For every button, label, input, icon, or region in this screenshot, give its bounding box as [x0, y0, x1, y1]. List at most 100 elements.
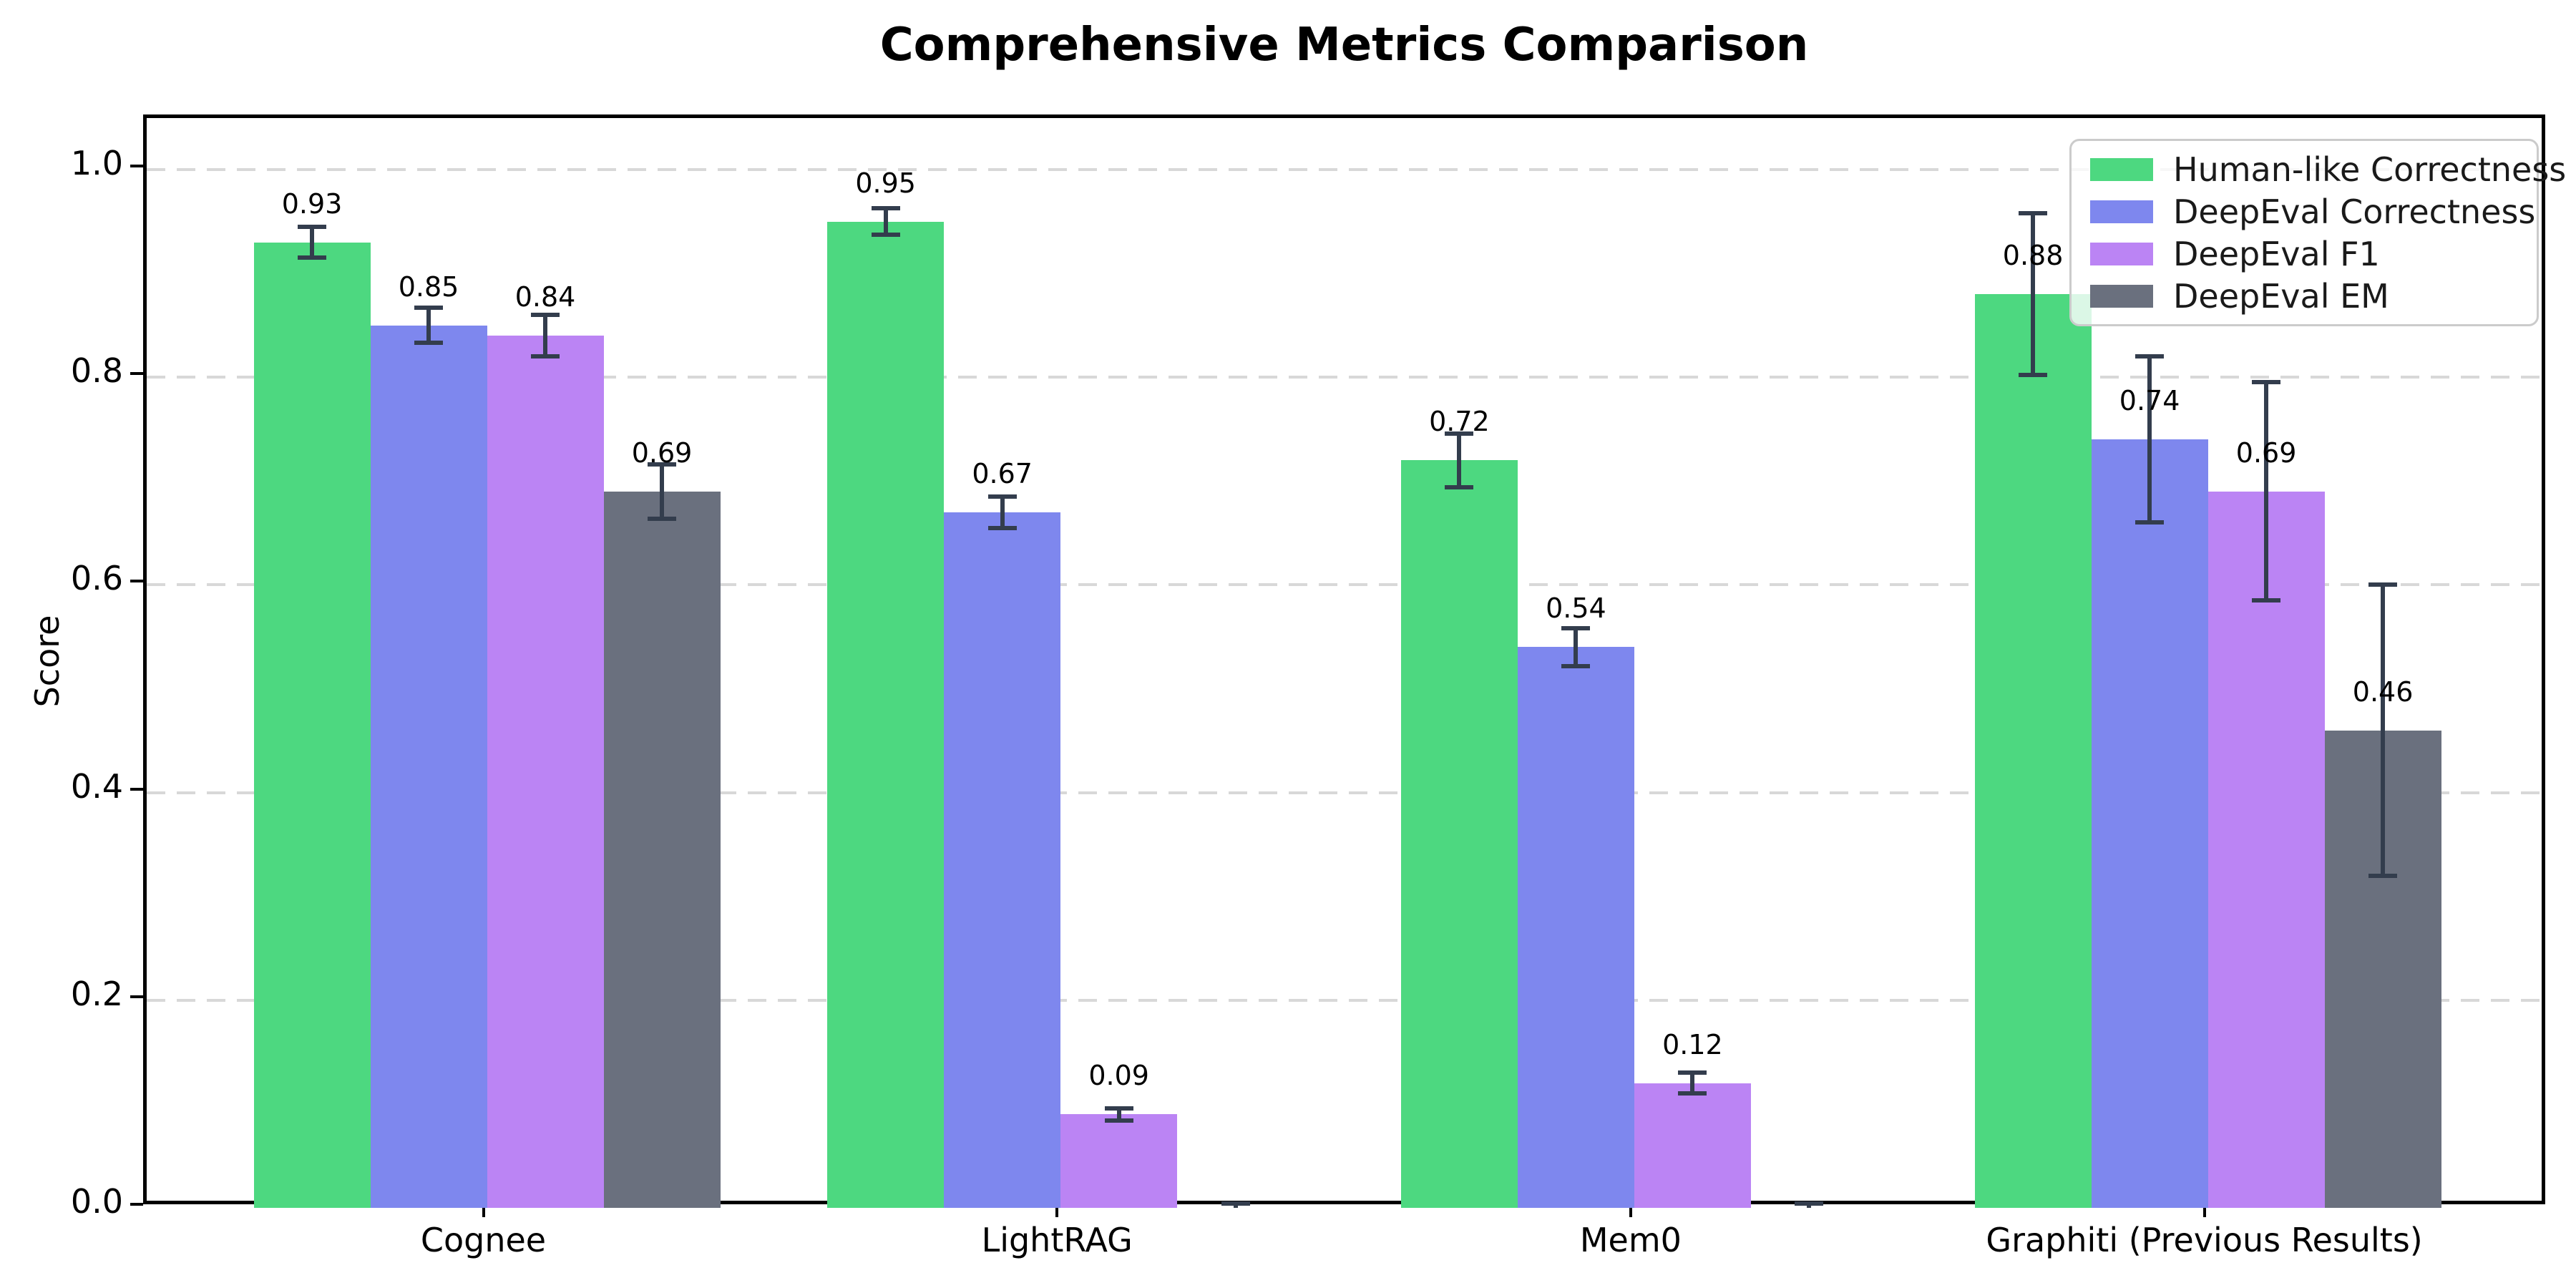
error-bar — [2264, 382, 2269, 601]
error-bar-cap — [1104, 1106, 1133, 1111]
y-tick-mark — [130, 165, 143, 167]
x-tick-label: Cognee — [420, 1221, 547, 1259]
error-bar-cap — [531, 354, 560, 359]
y-tick-mark — [130, 995, 143, 998]
legend-label: DeepEval F1 — [2173, 234, 2380, 273]
error-bar — [660, 464, 664, 519]
error-bar-cap — [1795, 1201, 1824, 1206]
y-tick-label: 1.0 — [70, 144, 123, 182]
y-axis-label: Score — [28, 615, 67, 708]
legend-item: DeepEval EM — [2090, 277, 2537, 316]
y-tick-mark — [130, 580, 143, 583]
error-bar-cap — [987, 525, 1017, 530]
y-tick-mark — [130, 787, 143, 791]
bar-value-label: 0.69 — [2235, 436, 2297, 469]
gridline — [147, 998, 2542, 1002]
x-tick-mark — [1055, 1204, 1059, 1217]
gridline — [147, 376, 2542, 379]
error-bar — [2031, 213, 2036, 376]
error-bar — [1574, 628, 1579, 666]
legend: Human-like Correctness DeepEval Correctne… — [2069, 139, 2566, 326]
error-bar-cap — [871, 233, 900, 238]
x-tick-label: Mem0 — [1579, 1221, 1682, 1259]
bar-value-label: 0.88 — [2002, 240, 2064, 272]
bar — [2091, 439, 2208, 1208]
error-bar-cap — [2252, 380, 2281, 385]
bar-value-label: 0.93 — [281, 187, 343, 220]
error-bar-cap — [414, 341, 443, 346]
error-bar — [2147, 356, 2152, 523]
x-tick-label: LightRAG — [981, 1221, 1133, 1259]
legend-item: Human-like Correctness — [2090, 150, 2566, 189]
error-bar-cap — [1445, 485, 1474, 489]
x-tick-mark — [1629, 1204, 1632, 1217]
y-tick-label: 0.4 — [70, 766, 123, 806]
bar-value-label: 0.54 — [1546, 592, 1606, 625]
gridline — [147, 168, 2542, 171]
error-bar-cap — [648, 516, 676, 521]
error-bar — [543, 315, 547, 357]
x-tick-mark — [2202, 1204, 2206, 1217]
x-tick-mark — [482, 1204, 485, 1217]
error-bar-cap — [1445, 431, 1474, 436]
bar — [1400, 460, 1518, 1208]
bar — [944, 512, 1061, 1208]
error-bar-cap — [648, 462, 676, 467]
error-bar-cap — [298, 224, 326, 229]
bar-value-label: 0.09 — [1088, 1060, 1149, 1092]
gridline — [147, 583, 2542, 587]
error-bar — [1000, 497, 1005, 528]
y-tick-label: 0.8 — [70, 351, 123, 391]
error-bar-cap — [414, 305, 443, 310]
bar — [2207, 491, 2325, 1208]
error-bar — [310, 226, 314, 258]
y-tick-mark — [130, 1203, 143, 1206]
error-bar-cap — [2135, 354, 2165, 359]
error-bar-cap — [2019, 373, 2048, 378]
error-bar — [426, 307, 431, 343]
error-bar-cap — [531, 313, 560, 318]
bar — [1060, 1114, 1178, 1208]
legend-label: DeepEval EM — [2173, 276, 2389, 316]
chart-title: Comprehensive Metrics Comparison — [879, 19, 1809, 72]
error-bar-cap — [2368, 873, 2398, 878]
y-tick-mark — [130, 372, 143, 376]
legend-label: Human-like Correctness — [2173, 150, 2567, 189]
bar — [253, 242, 371, 1208]
error-bar-cap — [1104, 1118, 1133, 1123]
error-bar-cap — [1561, 626, 1591, 631]
y-tick-label: 0.0 — [70, 1182, 123, 1221]
bar-value-label: 0.69 — [631, 436, 693, 469]
legend-swatch-icon — [2090, 284, 2153, 308]
bar — [370, 325, 487, 1208]
error-bar-cap — [2252, 598, 2281, 603]
error-bar-cap — [1561, 663, 1591, 668]
error-bar-cap — [298, 255, 326, 260]
bar-value-label: 0.95 — [855, 167, 916, 199]
error-bar-cap — [1678, 1091, 1707, 1096]
error-bar-cap — [2368, 582, 2398, 587]
legend-label: DeepEval Correctness — [2173, 192, 2536, 231]
legend-item: DeepEval Correctness — [2090, 192, 2537, 231]
bar — [603, 491, 721, 1208]
x-tick-label: Graphiti (Previous Results) — [1986, 1221, 2423, 1259]
error-bar — [1457, 433, 1462, 487]
bar — [1517, 647, 1634, 1208]
error-bar-cap — [2135, 520, 2165, 525]
gridline — [147, 791, 2542, 794]
error-bar — [1116, 1108, 1121, 1121]
legend-swatch-icon — [2090, 157, 2153, 181]
legend-swatch-icon — [2090, 200, 2153, 223]
y-tick-label: 0.6 — [70, 559, 123, 598]
bar-value-label: 0.12 — [1662, 1028, 1723, 1060]
error-bar-cap — [1221, 1201, 1250, 1206]
bar-value-label: 0.72 — [1429, 406, 1490, 438]
error-bar-cap — [2019, 210, 2048, 215]
bar-value-label: 0.46 — [2352, 675, 2414, 708]
bar — [1974, 294, 2092, 1208]
bar-value-label: 0.85 — [398, 270, 459, 303]
error-bar-cap — [871, 205, 900, 210]
y-tick-label: 0.2 — [70, 974, 123, 1013]
legend-item: DeepEval F1 — [2090, 235, 2537, 273]
